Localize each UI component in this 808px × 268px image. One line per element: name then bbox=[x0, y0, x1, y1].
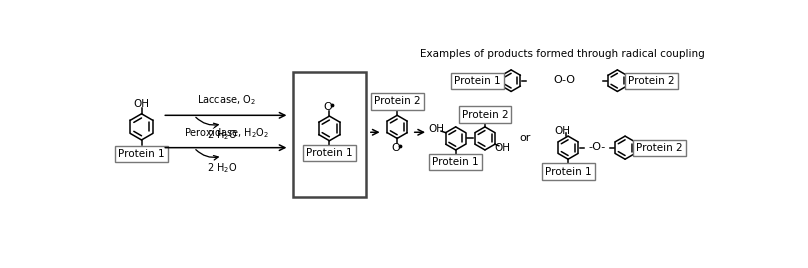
Text: Protein 2: Protein 2 bbox=[374, 96, 420, 106]
Text: Protein 2: Protein 2 bbox=[637, 143, 683, 153]
Text: or: or bbox=[467, 76, 478, 86]
Text: OH: OH bbox=[428, 124, 444, 134]
Text: or: or bbox=[520, 133, 531, 143]
Text: 2 H$_2$O: 2 H$_2$O bbox=[207, 128, 238, 142]
Text: Peroxidase, H$_2$O$_2$: Peroxidase, H$_2$O$_2$ bbox=[183, 126, 269, 140]
Text: OH: OH bbox=[554, 126, 570, 136]
Text: Laccase, O$_2$: Laccase, O$_2$ bbox=[197, 93, 255, 107]
Text: Protein 1: Protein 1 bbox=[545, 166, 591, 177]
Text: 2 H$_2$O: 2 H$_2$O bbox=[207, 161, 238, 174]
Text: Protein 1: Protein 1 bbox=[306, 148, 353, 158]
FancyBboxPatch shape bbox=[293, 72, 366, 197]
Text: OH: OH bbox=[133, 99, 149, 109]
Text: Examples of products formed through radical coupling: Examples of products formed through radi… bbox=[419, 49, 705, 59]
Text: O: O bbox=[323, 102, 332, 112]
Text: Protein 1: Protein 1 bbox=[118, 149, 165, 159]
Text: Protein 2: Protein 2 bbox=[628, 76, 675, 86]
Text: OH: OH bbox=[494, 143, 511, 153]
Text: -O-: -O- bbox=[588, 142, 605, 152]
Text: Protein 2: Protein 2 bbox=[461, 110, 508, 120]
Text: Protein 1: Protein 1 bbox=[432, 157, 479, 167]
Text: Protein 1: Protein 1 bbox=[454, 76, 500, 86]
Text: O: O bbox=[391, 143, 400, 153]
Text: O-O: O-O bbox=[553, 75, 575, 85]
